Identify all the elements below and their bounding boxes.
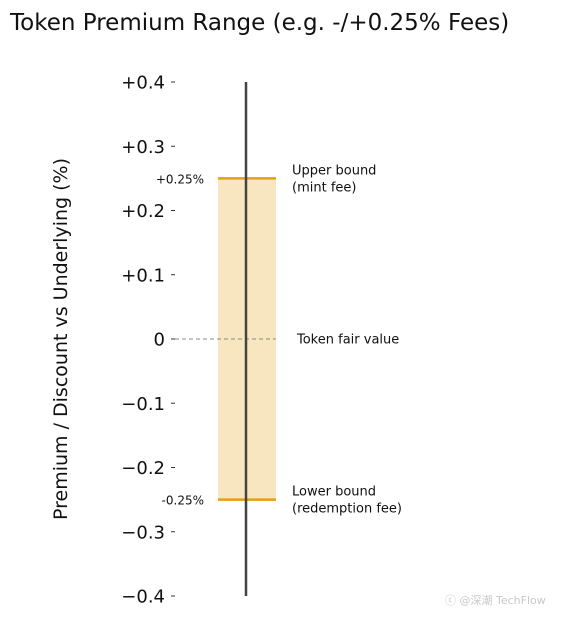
- y-tick-label: +0.3: [121, 137, 165, 158]
- y-tick-label: +0.2: [121, 201, 165, 222]
- upper-bound-sublabel: (mint fee): [292, 180, 356, 195]
- y-tick-label: −0.4: [121, 587, 165, 608]
- y-tick-label: 0: [154, 330, 165, 351]
- y-axis-label: Premium / Discount vs Underlying (%): [50, 158, 72, 520]
- fair-value-label: Token fair value: [296, 333, 399, 348]
- upper-bound-label: Upper bound: [292, 163, 376, 178]
- lower-bound-label: Lower bound: [292, 485, 376, 500]
- y-tick-label: +0.4: [121, 73, 165, 94]
- y-tick-label: −0.1: [121, 394, 165, 415]
- y-tick-label: −0.3: [121, 522, 165, 543]
- watermark: ⓒ @深潮 TechFlow: [445, 594, 546, 607]
- chart-title: Token Premium Range (e.g. -/+0.25% Fees): [9, 10, 509, 36]
- y-tick-label: +0.1: [121, 265, 165, 286]
- lower-bound-value-label: -0.25%: [162, 494, 204, 508]
- lower-bound-sublabel: (redemption fee): [292, 502, 402, 517]
- y-tick-label: −0.2: [121, 458, 165, 479]
- upper-bound-value-label: +0.25%: [156, 172, 204, 186]
